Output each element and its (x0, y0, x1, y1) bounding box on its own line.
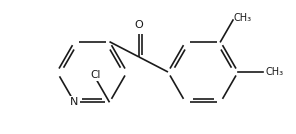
Text: O: O (134, 20, 143, 30)
Text: CH₃: CH₃ (234, 13, 252, 23)
Text: CH₃: CH₃ (266, 67, 284, 77)
Text: N: N (70, 97, 79, 107)
Text: Cl: Cl (90, 70, 101, 80)
